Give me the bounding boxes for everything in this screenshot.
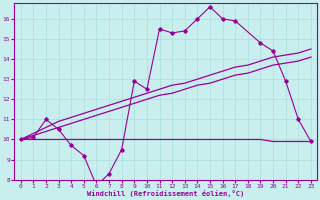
X-axis label: Windchill (Refroidissement éolien,°C): Windchill (Refroidissement éolien,°C) — [87, 190, 244, 197]
